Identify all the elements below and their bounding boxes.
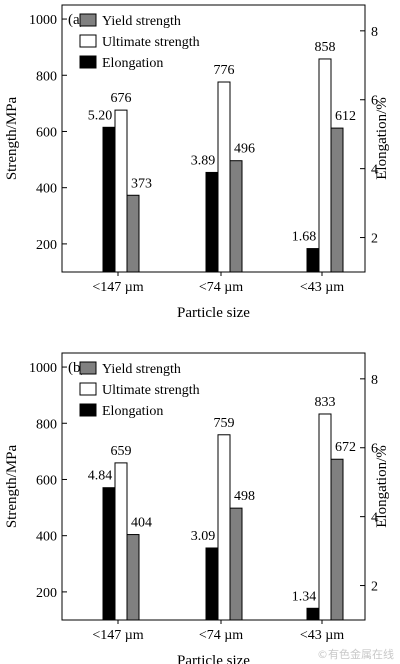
bar-ultimate-strength: [318, 58, 332, 273]
data-label-ultimate-strength: 833: [315, 395, 336, 410]
data-label-ultimate-strength: 858: [315, 40, 336, 55]
right-tick-label: 2: [371, 232, 378, 247]
legend-swatch: [79, 403, 97, 417]
chart-panel-b: 200 400 600 800 1000 2 4 6 8 <147 µm <74 µm <43 µm P…: [4, 352, 390, 664]
legend-swatch: [79, 382, 97, 396]
x-tick-label: <74 µm: [199, 628, 243, 643]
bar-yield-strength: [126, 194, 140, 273]
data-label-ultimate-strength: 759: [214, 416, 235, 431]
legend-swatch: [79, 13, 97, 27]
right-tick-label: 8: [371, 25, 378, 40]
left-tick-label: 200: [36, 238, 57, 253]
legend-label: Ultimate strength: [102, 383, 200, 398]
bar-elongation: [102, 126, 116, 273]
bar-yield-strength: [229, 160, 243, 273]
chart-panel-a: 200 400 600 800 1000 2 4 6 8 <147 µm <74 µm <43 µm P…: [4, 4, 390, 321]
data-label-yield-strength: 496: [234, 142, 255, 157]
legend-label: Yield strength: [102, 14, 181, 29]
y-axis-left-label: Strength/MPa: [4, 444, 20, 528]
left-tick-label: 400: [36, 530, 57, 545]
bar-yield-strength: [330, 127, 344, 273]
bar-yield-strength: [229, 507, 243, 621]
x-tick-label: <43 µm: [300, 280, 344, 295]
left-tick-label: 600: [36, 125, 57, 140]
right-tick-label: 4: [371, 163, 378, 178]
bar-elongation: [205, 547, 219, 621]
watermark: ©有色金属在线: [317, 648, 394, 661]
bar-ultimate-strength: [114, 109, 128, 273]
y-axis-right-label: Elongation/%: [374, 445, 390, 528]
right-tick-label: 6: [371, 442, 378, 457]
y-axis-left-label: Strength/MPa: [4, 96, 20, 180]
data-label-yield-strength: 404: [131, 516, 152, 531]
right-tick-label: 2: [371, 580, 378, 595]
x-tick-label: <74 µm: [199, 280, 243, 295]
right-tick-label: 6: [371, 94, 378, 109]
bar-elongation: [306, 248, 320, 273]
legend-swatch: [79, 55, 97, 69]
x-tick-label: <147 µm: [92, 280, 143, 295]
data-label-yield-strength: 612: [335, 109, 356, 124]
bar-yield-strength: [330, 458, 344, 621]
bar-yield-strength: [126, 534, 140, 621]
bar-ultimate-strength: [114, 462, 128, 621]
x-axis-label: Particle size: [177, 305, 250, 321]
bar-elongation: [306, 607, 320, 621]
left-tick-label: 600: [36, 473, 57, 488]
y-axis-right-label: Elongation/%: [374, 97, 390, 180]
legend-label: Ultimate strength: [102, 35, 200, 50]
bar-ultimate-strength: [217, 81, 231, 273]
x-axis-label: Particle size: [177, 653, 250, 664]
left-tick-label: 800: [36, 69, 57, 84]
bar-elongation: [102, 487, 116, 621]
x-tick-label: <43 µm: [300, 628, 344, 643]
x-tick-label: <147 µm: [92, 628, 143, 643]
data-label-elongation: 5.20: [88, 108, 113, 123]
legend-label: Yield strength: [102, 362, 181, 377]
left-tick-label: 1000: [29, 361, 57, 376]
legend-label: Elongation: [102, 56, 163, 71]
data-label-ultimate-strength: 776: [214, 63, 235, 78]
data-label-ultimate-strength: 659: [111, 444, 132, 459]
data-label-elongation: 1.34: [292, 589, 317, 604]
data-label-elongation: 1.68: [292, 230, 317, 245]
bar-ultimate-strength: [217, 434, 231, 621]
data-label-elongation: 3.89: [191, 153, 216, 168]
data-label-elongation: 4.84: [88, 469, 113, 484]
legend-swatch: [79, 361, 97, 375]
data-label-ultimate-strength: 676: [111, 91, 132, 106]
right-tick-label: 8: [371, 373, 378, 388]
data-label-yield-strength: 672: [335, 440, 356, 455]
left-tick-label: 200: [36, 586, 57, 601]
left-tick-label: 400: [36, 182, 57, 197]
left-tick-label: 1000: [29, 13, 57, 28]
bar-ultimate-strength: [318, 413, 332, 621]
right-tick-label: 4: [371, 511, 378, 526]
data-label-yield-strength: 373: [131, 176, 152, 191]
data-label-yield-strength: 498: [234, 489, 255, 504]
legend-label: Elongation: [102, 404, 163, 419]
left-tick-label: 800: [36, 417, 57, 432]
bar-elongation: [205, 171, 219, 273]
data-label-elongation: 3.09: [191, 529, 216, 544]
legend-swatch: [79, 34, 97, 48]
